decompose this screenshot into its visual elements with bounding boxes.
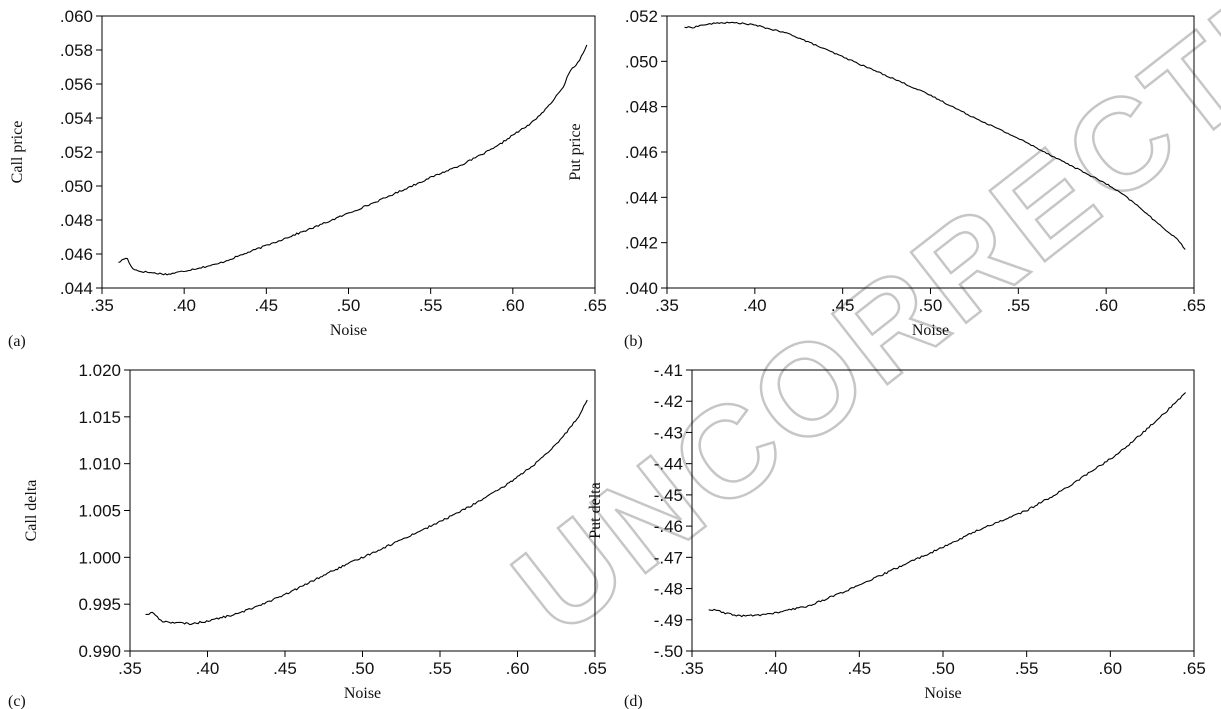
x-tick-label: .40 (196, 659, 220, 678)
y-tick-label: -.50 (654, 642, 683, 661)
x-tick-label: .60 (1099, 659, 1123, 678)
x-tick-label: .55 (1015, 659, 1039, 678)
x-axis-title: Noise (344, 685, 381, 702)
y-tick-label: .058 (60, 41, 93, 60)
y-tick-label: -.42 (654, 392, 683, 411)
x-tick-label: .45 (848, 659, 872, 678)
plot-frame (101, 15, 596, 289)
panel-label: (a) (8, 333, 26, 350)
x-tick-label: .45 (831, 296, 855, 315)
x-axis-title: Noise (924, 685, 961, 702)
panel-label: (d) (624, 693, 643, 709)
y-tick-label: 1.010 (78, 455, 121, 474)
x-tick-label: .40 (764, 659, 788, 678)
y-tick-label: .040 (625, 279, 658, 298)
chart-panel-b: .35 .40 .45 .50 .55 .60 .65 .040 .042 .044 .046 .04… (567, 7, 1206, 350)
y-tick-label: -.49 (654, 611, 683, 630)
chart-panel-c: .35 .40 .45 .50 .55 .60 .65 0.990 0.995 1.000 1.00… (8, 361, 607, 709)
y-tick-label: .052 (60, 143, 93, 162)
x-tick-label: .50 (337, 296, 361, 315)
y-tick-label: .044 (625, 188, 658, 207)
x-tick-label: .65 (583, 659, 607, 678)
y-axis-title: Call price (9, 121, 26, 184)
y-tick-label: 1.005 (78, 502, 121, 521)
x-tick-label: .65 (583, 296, 607, 315)
y-tick-label: -.45 (654, 486, 683, 505)
y-tick-label: -.46 (654, 517, 683, 536)
x-axis-title: Noise (912, 322, 949, 339)
y-tick-label: .050 (625, 52, 658, 71)
x-tick-label: .55 (428, 659, 452, 678)
x-tick-label: .65 (1182, 296, 1206, 315)
y-tick-label: -.48 (654, 580, 683, 599)
y-tick-label: 1.015 (78, 408, 121, 427)
series-line (708, 392, 1187, 618)
panel-label: (c) (8, 693, 26, 709)
x-tick-label: .60 (501, 296, 525, 315)
panel-label: (b) (624, 333, 643, 350)
chart-panel-a: .35 .40 .45 .50 .55 .60 .65 .044 .046 .048 .050 .05… (8, 7, 607, 350)
x-tick-label: .50 (931, 659, 955, 678)
y-tick-label: 0.995 (78, 595, 121, 614)
x-tick-label: .40 (743, 296, 767, 315)
y-tick-label: .044 (60, 279, 93, 298)
y-tick-label: .046 (60, 245, 93, 264)
x-tick-label: .60 (506, 659, 530, 678)
y-tick-label: .048 (625, 98, 658, 117)
chart-panel-d: .35 .40 .45 .50 .55 .60 .65 -.50 -.49 -.48 -.47 -.4… (587, 361, 1206, 709)
x-tick-label: .55 (1007, 296, 1031, 315)
x-tick-label: .60 (1094, 296, 1118, 315)
y-tick-label: 1.020 (78, 361, 121, 380)
y-tick-label: -.47 (654, 548, 683, 567)
y-tick-label: .060 (60, 7, 93, 26)
panels: .35 .40 .45 .50 .55 .60 .65 .044 .046 .048 .050 .05… (8, 7, 1206, 709)
y-tick-label: .048 (60, 211, 93, 230)
y-axis-title: Call delta (23, 480, 40, 542)
x-tick-label: .65 (1182, 659, 1206, 678)
y-tick-label: -.44 (654, 455, 683, 474)
x-tick-label: .40 (172, 296, 196, 315)
y-tick-label: .050 (60, 177, 93, 196)
x-tick-label: .50 (351, 659, 375, 678)
y-tick-label: -.43 (654, 423, 683, 442)
x-tick-label: .50 (919, 296, 943, 315)
x-tick-label: .35 (118, 659, 142, 678)
y-tick-label: .056 (60, 75, 93, 94)
y-tick-label: .054 (60, 109, 93, 128)
y-tick-label: .042 (625, 234, 658, 253)
x-tick-label: .45 (255, 296, 279, 315)
series-line (118, 44, 588, 276)
y-tick-label: 1.000 (78, 548, 121, 567)
y-axis-title: Put price (567, 123, 584, 180)
plot-frame (129, 369, 596, 652)
x-axis-title: Noise (330, 322, 367, 339)
watermark-text: UNCORRECTED PROOFS (487, 0, 1221, 662)
series-line (145, 399, 588, 626)
y-tick-label: .046 (625, 143, 658, 162)
x-tick-label: .55 (419, 296, 443, 315)
x-tick-label: .35 (655, 296, 679, 315)
y-tick-label: -.41 (654, 361, 683, 380)
y-axis-title: Put delta (587, 482, 604, 538)
x-tick-label: .45 (273, 659, 297, 678)
x-tick-label: .35 (680, 659, 704, 678)
series-line (684, 21, 1186, 250)
y-tick-label: 0.990 (78, 642, 121, 661)
x-tick-label: .35 (90, 296, 114, 315)
y-tick-label: .052 (625, 7, 658, 26)
